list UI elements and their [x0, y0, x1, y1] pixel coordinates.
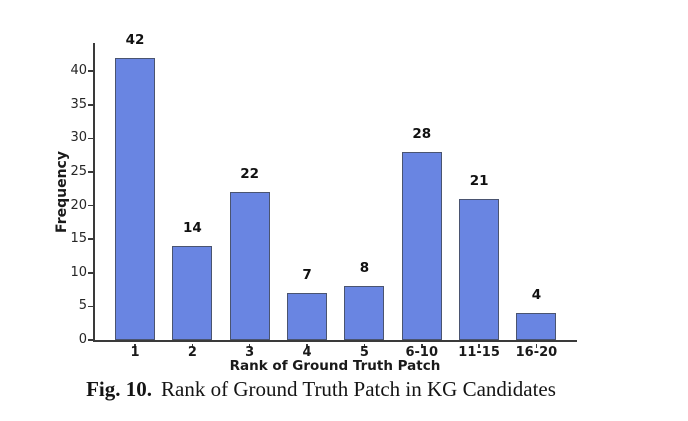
y-tick-mark [88, 171, 93, 173]
bar-2 [172, 245, 213, 340]
y-tick-label: 0 [78, 332, 87, 347]
bar-3 [229, 192, 270, 340]
y-tick-mark [88, 339, 93, 341]
y-tick-label: 40 [70, 63, 87, 79]
x-tick-mark [478, 344, 480, 348]
y-tick-mark [88, 272, 93, 274]
x-tick-mark [420, 344, 423, 348]
bar-16-20 [516, 313, 557, 340]
x-tick-mark [306, 344, 308, 348]
y-tick-label: 10 [70, 264, 87, 280]
bar-value-label: 42 [125, 31, 145, 48]
x-tick-label-4: 4 [302, 345, 312, 360]
plot-area: 0 5 10 15 20 25 30 35 40 42 1 14 2 22 3 7 4 8 5 28 6-10 21 11-… [70, 32, 577, 360]
bar-1 [115, 57, 155, 340]
x-tick-label-16-20: 16-20 [515, 345, 558, 360]
y-tick-mark [88, 238, 93, 241]
x-tick-label-5: 5 [359, 345, 369, 360]
bar-5 [344, 286, 385, 340]
caption-label: Fig. 10. [86, 377, 152, 401]
y-tick-label: 5 [78, 298, 87, 314]
y-tick-mark [88, 104, 93, 106]
x-tick-label-2: 2 [187, 345, 197, 360]
bar-11-15 [459, 198, 500, 340]
y-axis-label: Frequency [54, 151, 70, 233]
x-tick-mark [191, 344, 194, 348]
y-tick-mark [88, 204, 93, 207]
y-tick-label: 30 [70, 130, 87, 146]
y-tick-label: 25 [70, 164, 87, 180]
bar-6-10 [401, 151, 442, 340]
bar-value-label: 22 [240, 166, 260, 183]
bar-value-label: 14 [182, 219, 202, 236]
x-tick-mark [134, 344, 136, 348]
y-tick-mark [88, 137, 93, 140]
bar-value-label: 7 [302, 266, 312, 283]
y-tick-label: 15 [70, 231, 87, 247]
x-tick-mark [535, 344, 538, 348]
x-tick-mark [363, 344, 366, 348]
bar-value-label: 21 [469, 172, 489, 189]
bar-value-label: 8 [359, 260, 370, 277]
x-axis-label: Rank of Ground Truth Patch [229, 358, 441, 374]
x-tick-label-6-10: 6-10 [405, 345, 439, 360]
x-tick-mark [248, 344, 251, 348]
y-tick-label: 20 [70, 197, 87, 213]
x-tick-label-3: 3 [245, 345, 255, 360]
y-tick-label: 35 [70, 96, 87, 112]
x-tick-label-1: 1 [130, 345, 140, 360]
bar-4 [287, 292, 328, 340]
x-tick-label-11-15: 11-15 [458, 345, 500, 360]
y-tick-mark [88, 70, 93, 73]
bar-value-label: 28 [412, 125, 432, 142]
caption-text: Rank of Ground Truth Patch in KG Candida… [161, 377, 556, 401]
bar-value-label: 4 [531, 287, 542, 304]
figure-caption: Fig. 10. Rank of Ground Truth Patch in KG… [0, 377, 642, 402]
y-tick-mark [88, 305, 93, 308]
